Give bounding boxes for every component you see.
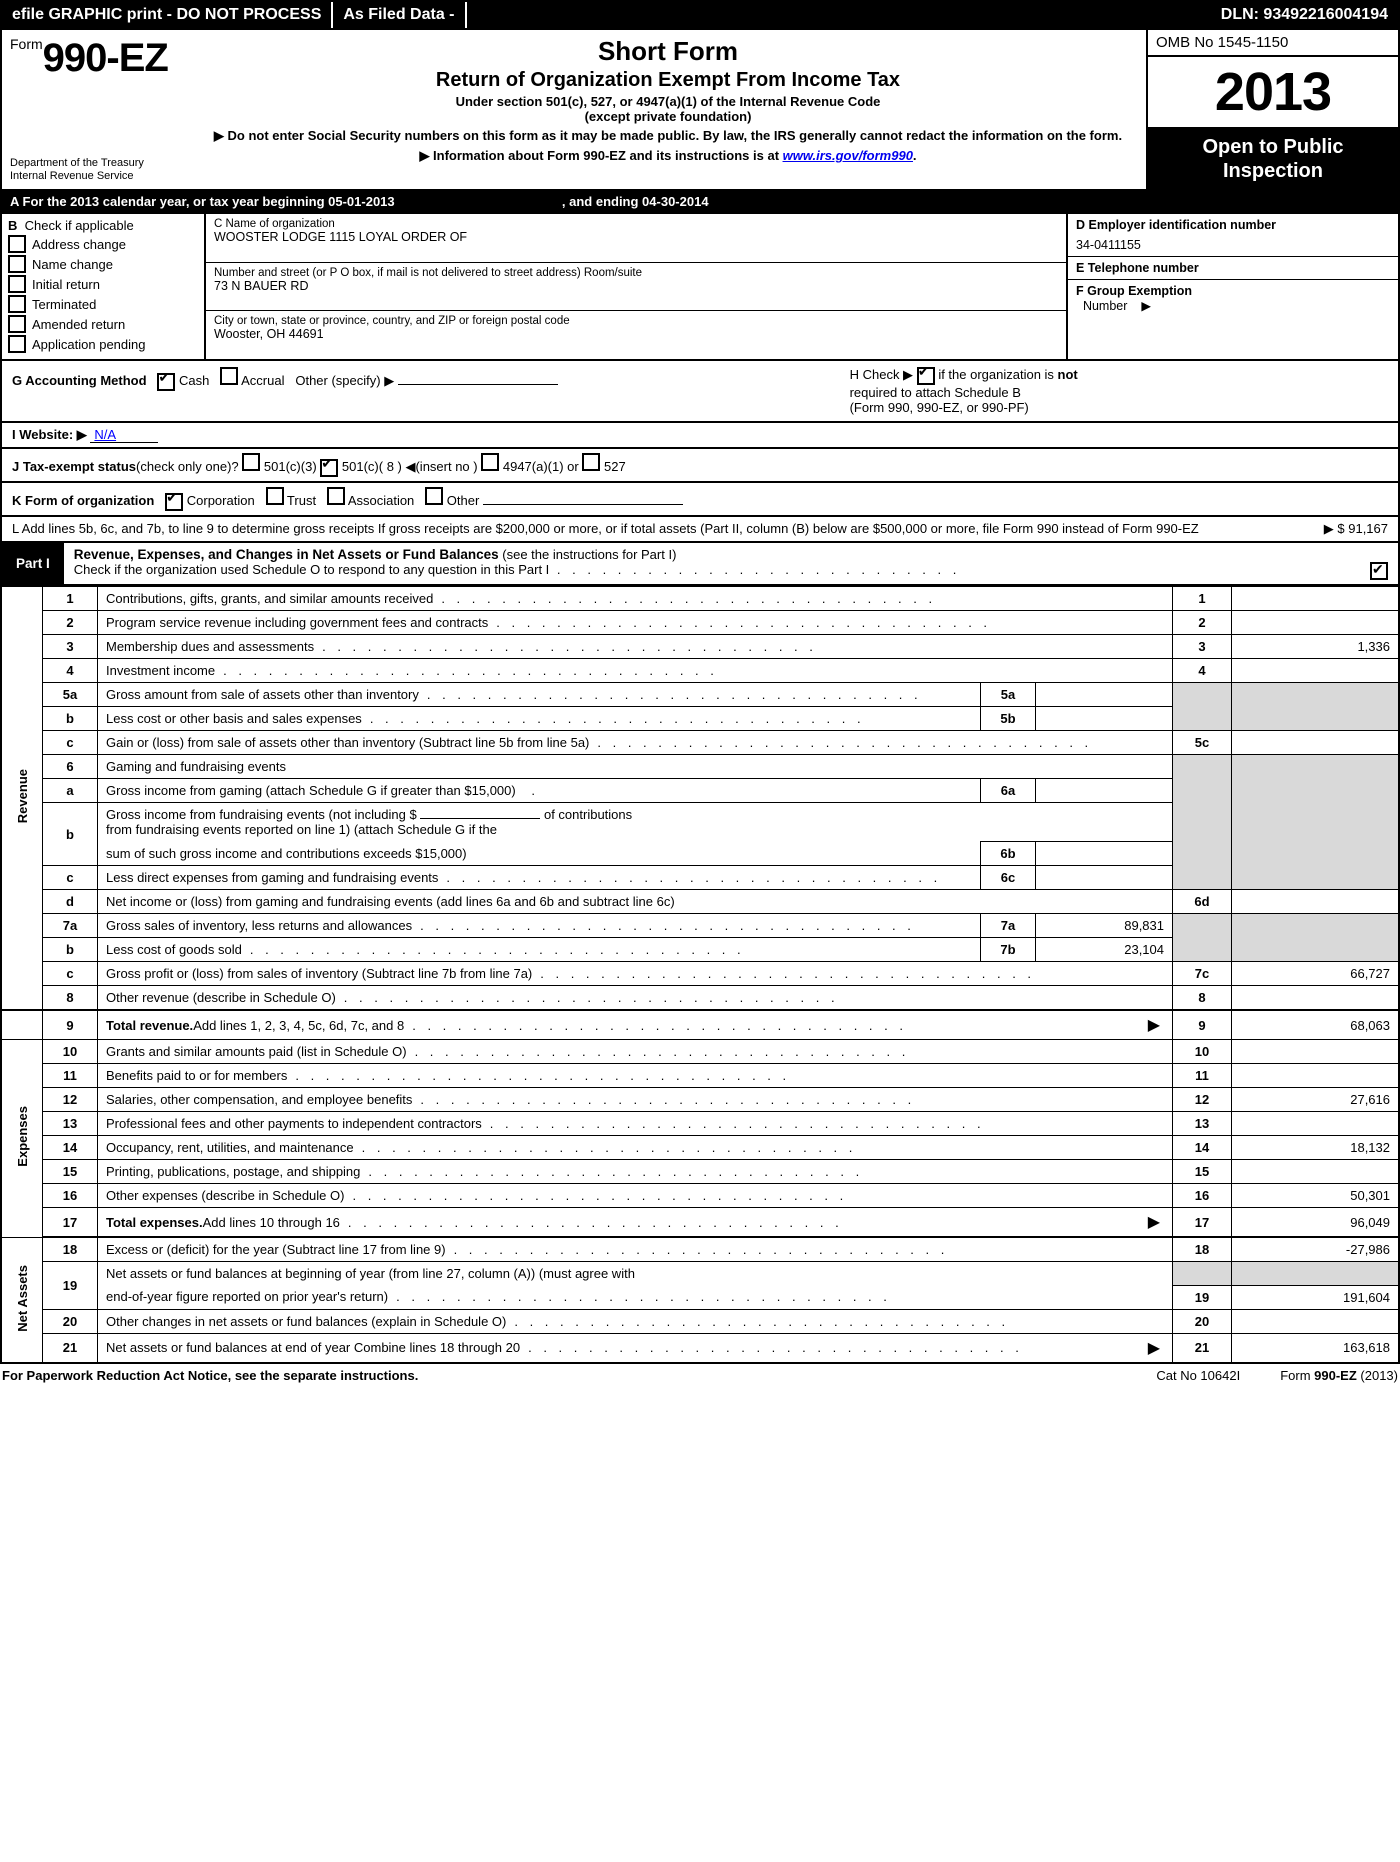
- tax-year: 2013: [1148, 57, 1398, 129]
- chk-name-change[interactable]: [8, 255, 26, 273]
- line-12-amt: 27,616: [1232, 1088, 1400, 1112]
- return-title: Return of Organization Exempt From Incom…: [198, 69, 1138, 92]
- chk-corporation[interactable]: [165, 493, 183, 511]
- line-1-amt: [1232, 587, 1400, 611]
- line-5c-amt: [1232, 731, 1400, 755]
- line-6d-amt: [1232, 890, 1400, 914]
- info-link-line: ▶ Information about Form 990-EZ and its …: [198, 148, 1138, 164]
- open-public-badge: Open to Public Inspection: [1148, 129, 1398, 189]
- dept-treasury: Department of the Treasury Internal Reve…: [10, 157, 180, 183]
- top-status-bar: efile GRAPHIC print - DO NOT PROCESS As …: [0, 0, 1400, 30]
- line-2-amt: [1232, 611, 1400, 635]
- section-j-tax-status: J Tax-exempt status(check only one)? 501…: [0, 449, 1400, 483]
- line-6a-val: [1036, 779, 1173, 803]
- expenses-side-label: Expenses: [1, 1040, 43, 1238]
- line-3-amt: 1,336: [1232, 635, 1400, 659]
- line-21-amt: 163,618: [1232, 1333, 1400, 1363]
- ssn-warning: ▶ Do not enter Social Security numbers o…: [198, 128, 1138, 144]
- line-13-amt: [1232, 1112, 1400, 1136]
- line-10-amt: [1232, 1040, 1400, 1064]
- chk-schedule-o[interactable]: [1370, 562, 1388, 580]
- omb-number: OMB No 1545-1150: [1148, 30, 1398, 57]
- efile-notice: efile GRAPHIC print - DO NOT PROCESS: [2, 2, 333, 28]
- chk-trust[interactable]: [266, 487, 284, 505]
- section-c-org-address: C Name of organization WOOSTER LODGE 111…: [204, 214, 1066, 359]
- line-8-amt: [1232, 986, 1400, 1011]
- chk-schedule-b-not-required[interactable]: [917, 367, 935, 385]
- chk-cash[interactable]: [157, 373, 175, 391]
- short-form-title: Short Form: [198, 36, 1138, 67]
- section-k-form-org: K Form of organization Corporation Trust…: [0, 483, 1400, 517]
- gross-receipts-amt: $ 91,167: [1337, 521, 1388, 536]
- line-9-amt: 68,063: [1232, 1010, 1400, 1040]
- chk-application-pending[interactable]: [8, 335, 26, 353]
- chk-527[interactable]: [582, 453, 600, 471]
- org-city: Wooster, OH 44691: [214, 327, 1058, 341]
- irs-link[interactable]: www.irs.gov/form990: [783, 148, 913, 163]
- line-19-amt: 191,604: [1232, 1285, 1400, 1309]
- org-street: 73 N BAUER RD: [214, 279, 1058, 293]
- except-subtitle: (except private foundation): [198, 109, 1138, 124]
- page-footer: For Paperwork Reduction Act Notice, see …: [0, 1364, 1400, 1387]
- form-number: Form990-EZ: [10, 36, 180, 81]
- net-assets-side-label: Net Assets: [1, 1237, 43, 1363]
- line-15-amt: [1232, 1160, 1400, 1184]
- website-link[interactable]: N/A: [90, 427, 158, 443]
- form-header: Form990-EZ Department of the Treasury In…: [0, 30, 1400, 191]
- chk-address-change[interactable]: [8, 235, 26, 253]
- line-16-amt: 50,301: [1232, 1184, 1400, 1208]
- line-6c-val: [1036, 866, 1173, 890]
- line-11-amt: [1232, 1064, 1400, 1088]
- ein-value: 34-0411155: [1076, 238, 1390, 252]
- cat-no: Cat No 10642I: [1116, 1368, 1280, 1383]
- line-4-amt: [1232, 659, 1400, 683]
- chk-initial-return[interactable]: [8, 275, 26, 293]
- section-g-h: G Accounting Method Cash Accrual Other (…: [0, 361, 1400, 423]
- section-subtitle: Under section 501(c), 527, or 4947(a)(1)…: [198, 94, 1138, 109]
- line-6b-val: [1036, 842, 1173, 866]
- line-18-amt: -27,986: [1232, 1237, 1400, 1262]
- org-info-block: B Check if applicable Address change Nam…: [0, 214, 1400, 361]
- dln-number: DLN: 93492216004194: [1211, 2, 1398, 28]
- chk-terminated[interactable]: [8, 295, 26, 313]
- org-name: WOOSTER LODGE 1115 LOYAL ORDER OF: [214, 230, 1058, 244]
- chk-501c[interactable]: [320, 459, 338, 477]
- line-5b-val: [1036, 707, 1173, 731]
- line-7c-amt: 66,727: [1232, 962, 1400, 986]
- line-7b-val: 23,104: [1036, 938, 1173, 962]
- row-a-tax-year: A For the 2013 calendar year, or tax yea…: [0, 191, 1400, 214]
- chk-4947[interactable]: [481, 453, 499, 471]
- line-17-amt: 96,049: [1232, 1208, 1400, 1238]
- chk-other-org[interactable]: [425, 487, 443, 505]
- chk-amended-return[interactable]: [8, 315, 26, 333]
- revenue-side-label: Revenue: [1, 587, 43, 1011]
- line-5a-val: [1036, 683, 1173, 707]
- line-14-amt: 18,132: [1232, 1136, 1400, 1160]
- part-i-table: Revenue 1 Contributions, gifts, grants, …: [0, 586, 1400, 1364]
- line-20-amt: [1232, 1309, 1400, 1333]
- part-i-header: Part I Revenue, Expenses, and Changes in…: [0, 543, 1400, 586]
- line-7a-val: 89,831: [1036, 914, 1173, 938]
- section-i-website: I Website: ▶ N/A: [0, 423, 1400, 449]
- section-d-e-f: D Employer identification number 34-0411…: [1066, 214, 1398, 359]
- chk-501c3[interactable]: [242, 453, 260, 471]
- chk-association[interactable]: [327, 487, 345, 505]
- section-b-checkboxes: B Check if applicable Address change Nam…: [2, 214, 204, 359]
- chk-accrual[interactable]: [220, 367, 238, 385]
- as-filed-label: As Filed Data -: [333, 2, 466, 28]
- section-l-gross-receipts: L Add lines 5b, 6c, and 7b, to line 9 to…: [0, 517, 1400, 543]
